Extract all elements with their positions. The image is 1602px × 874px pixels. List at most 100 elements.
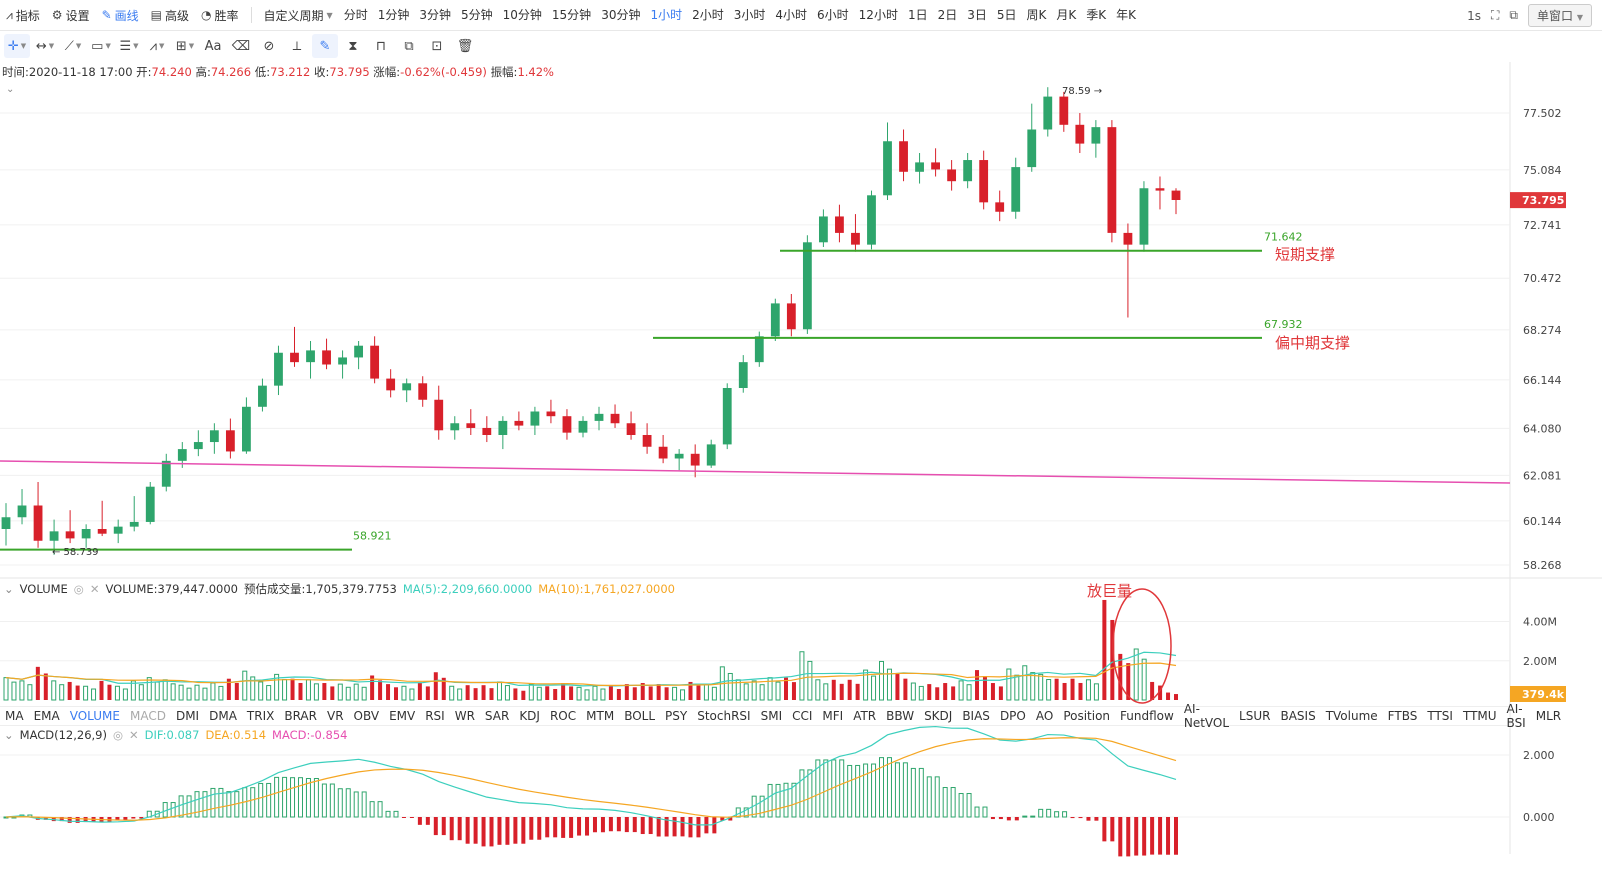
volume-bar	[386, 684, 391, 700]
indicator-tab-dmi[interactable]: DMI	[175, 709, 200, 723]
indicator-tab-atr[interactable]: ATR	[853, 709, 877, 723]
collapse-icon[interactable]: ⌄	[4, 728, 14, 742]
popout-icon[interactable]: ⧉	[1509, 8, 1518, 22]
wave-tool[interactable]: ⩘ ▼	[149, 38, 165, 54]
period-4[interactable]: 10分钟	[502, 7, 542, 22]
period-2[interactable]: 3分钟	[419, 7, 451, 22]
indicator-tab-vr[interactable]: VR	[326, 709, 344, 723]
period-5[interactable]: 15分钟	[551, 7, 592, 22]
candle-body	[466, 423, 476, 428]
indicator-tab-basis[interactable]: BASIS	[1280, 709, 1316, 723]
indicator-tab-macd[interactable]: MACD	[129, 709, 166, 723]
indicator-tab-cci[interactable]: CCI	[792, 709, 813, 723]
period-1[interactable]: 1分钟	[377, 7, 410, 22]
indicator-tab-dpo[interactable]: DPO	[999, 709, 1026, 723]
magnet-tool[interactable]: ⊘	[256, 34, 282, 58]
text-tool[interactable]: Aa	[200, 34, 226, 58]
template-tool[interactable]: ⊡	[424, 34, 450, 58]
horizontal-segment-tool[interactable]: ↔ ▼	[35, 38, 55, 54]
winrate-button[interactable]: ◔ 胜率	[195, 0, 245, 31]
period-17[interactable]: 周K	[1026, 7, 1047, 22]
indicator-tab-trix[interactable]: TRIX	[246, 709, 275, 723]
eraser-tool[interactable]: ⌫	[228, 34, 254, 58]
indicator-tab-emv[interactable]: EMV	[389, 709, 416, 723]
indicator-tab-dma[interactable]: DMA	[209, 709, 237, 723]
indicator-tab-bbw[interactable]: BBW	[886, 709, 915, 723]
trend-line-tool[interactable]: ⟋ ▼	[64, 38, 82, 54]
indicator-tab-obv[interactable]: OBV	[353, 709, 380, 723]
volume-bar	[67, 681, 72, 700]
indicator-tab-ema[interactable]: EMA	[33, 709, 60, 723]
period-3[interactable]: 5分钟	[460, 7, 493, 22]
indicator-tab-position[interactable]: Position	[1063, 709, 1111, 723]
copy-tool[interactable]: ⧉	[396, 34, 422, 58]
indicator-tab-kdj[interactable]: KDJ	[519, 709, 540, 723]
period-11[interactable]: 6小时	[817, 7, 849, 22]
refresh-interval[interactable]: 1s	[1467, 8, 1482, 23]
indicator-tab-wr[interactable]: WR	[454, 709, 475, 723]
ruler-tool[interactable]: ⟂	[284, 34, 310, 58]
indicator-tab-brar[interactable]: BRAR	[284, 709, 317, 723]
indicator-tab-psy[interactable]: PSY	[665, 709, 688, 723]
indicator-tab-rsi[interactable]: RSI	[425, 709, 445, 723]
indicator-tab-tvolume[interactable]: TVolume	[1325, 709, 1378, 723]
period-0[interactable]: 分时	[343, 7, 368, 22]
indicator-tab-smi[interactable]: SMI	[760, 709, 783, 723]
indicator-tab-mtm[interactable]: MTM	[586, 709, 615, 723]
settings-icon[interactable]: ◎	[73, 582, 84, 596]
close-icon[interactable]: ✕	[89, 582, 100, 596]
indicator-tab-ai-netvol[interactable]: AI-NetVOL	[1183, 702, 1230, 730]
close-icon[interactable]: ✕	[129, 728, 139, 742]
indicator-tab-mlr[interactable]: MLR	[1535, 709, 1562, 723]
indicator-tab-ttmu[interactable]: TTMU	[1462, 709, 1497, 723]
lock-tool[interactable]: ⊓	[368, 34, 394, 58]
indicator-tab-stochrsi[interactable]: StochRSI	[697, 709, 751, 723]
indicator-tab-bias[interactable]: BIAS	[962, 709, 990, 723]
rectangle-tool[interactable]: ▭ ▼	[91, 38, 111, 54]
window-mode-select[interactable]: 单窗口 ▼	[1528, 4, 1592, 27]
draw-line-button[interactable]: ✎ 画线	[96, 0, 145, 31]
custom-period-dropdown[interactable]: 自定义周期 ▼	[258, 0, 339, 31]
indicator-tab-ma[interactable]: MA	[5, 709, 24, 723]
indicator-tab-ai-bsi[interactable]: AI-BSI	[1506, 702, 1526, 730]
period-8[interactable]: 2小时	[692, 7, 724, 22]
volume-bar	[569, 686, 574, 700]
period-18[interactable]: 月K	[1056, 7, 1077, 22]
parallel-lines-tool[interactable]: ☰ ▼	[119, 38, 139, 54]
period-6[interactable]: 30分钟	[601, 7, 641, 22]
indicator-tab-roc[interactable]: ROC	[549, 709, 577, 723]
indicator-tab-ttsi[interactable]: TTSI	[1427, 709, 1453, 723]
advanced-button[interactable]: ▤ 高级	[145, 0, 195, 31]
indicator-tab-fundflow[interactable]: Fundflow	[1120, 709, 1174, 723]
period-7[interactable]: 1小时	[650, 7, 683, 22]
collapse-icon[interactable]: ⌄	[6, 84, 15, 95]
indicator-button[interactable]: ⩘ 指标	[0, 0, 46, 31]
indicator-tab-volume[interactable]: VOLUME	[69, 709, 120, 723]
grid-tool[interactable]: ⊞ ▼	[175, 38, 195, 54]
period-15[interactable]: 3日	[967, 7, 987, 22]
fullscreen-icon[interactable]: ⛶	[1491, 8, 1500, 22]
period-9[interactable]: 3小时	[733, 7, 766, 22]
indicator-tab-mfi[interactable]: MFI	[822, 709, 844, 723]
indicator-tab-skdj[interactable]: SKDJ	[924, 709, 953, 723]
period-16[interactable]: 5日	[996, 7, 1017, 22]
indicator-tab-ftbs[interactable]: FTBS	[1387, 709, 1418, 723]
keep-drawing-tool[interactable]: ✎	[312, 34, 338, 58]
collapse-icon[interactable]: ⌄	[4, 582, 14, 596]
settings-icon[interactable]: ◎	[112, 728, 124, 742]
period-14[interactable]: 2日	[937, 7, 958, 22]
indicator-tab-ao[interactable]: AO	[1035, 709, 1054, 723]
indicator-tab-lsur[interactable]: LSUR	[1239, 709, 1271, 723]
period-20[interactable]: 年K	[1116, 7, 1137, 22]
crosshair-tool[interactable]: ✛ ▼	[4, 34, 30, 58]
settings-button[interactable]: ⚙ 设置	[46, 0, 96, 31]
period-19[interactable]: 季K	[1086, 7, 1107, 22]
period-12[interactable]: 12小时	[858, 7, 898, 22]
indicator-tab-boll[interactable]: BOLL	[624, 709, 656, 723]
period-13[interactable]: 1日	[907, 7, 928, 22]
indicator-tab-sar[interactable]: SAR	[484, 709, 510, 723]
period-10[interactable]: 4小时	[775, 7, 808, 22]
show-drawings-tool[interactable]: ⧗	[340, 34, 366, 58]
delete-tool[interactable]: 🗑	[452, 34, 478, 58]
